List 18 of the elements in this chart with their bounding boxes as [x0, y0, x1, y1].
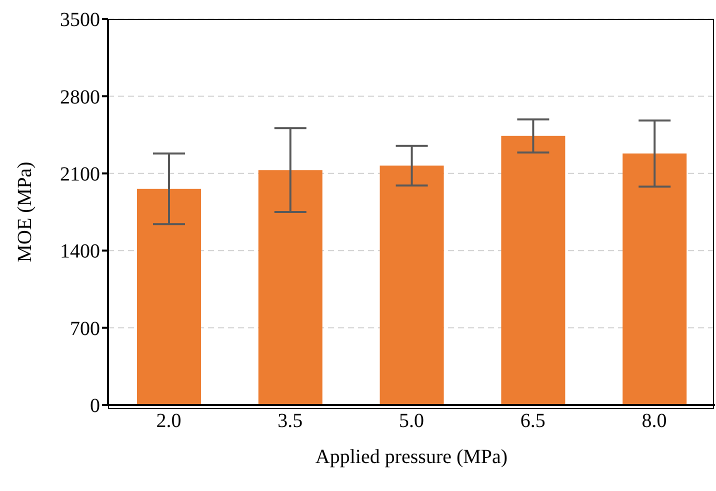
y-tick-label: 1400: [60, 240, 100, 263]
y-axis-title: MOE (MPa): [14, 162, 36, 262]
x-tick-label: 3.5: [278, 410, 303, 432]
x-tick-label: 6.5: [520, 410, 546, 432]
y-tick-label: 700: [70, 318, 100, 340]
y-tick-label: 2800: [60, 86, 100, 108]
y-tick-label: 0: [90, 395, 100, 418]
bar: [258, 170, 322, 405]
y-tick-label: 3500: [60, 9, 100, 32]
bar: [622, 154, 687, 405]
bar: [380, 166, 444, 405]
bar: [501, 136, 566, 405]
y-tick-label: 2100: [60, 164, 100, 186]
bar: [137, 188, 201, 405]
x-tick-label: 8.0: [642, 410, 667, 432]
x-tick-label: 2.0: [156, 410, 182, 432]
x-tick-label: 5.0: [399, 410, 424, 432]
x-axis-title: Applied pressure (MPa): [315, 446, 508, 468]
